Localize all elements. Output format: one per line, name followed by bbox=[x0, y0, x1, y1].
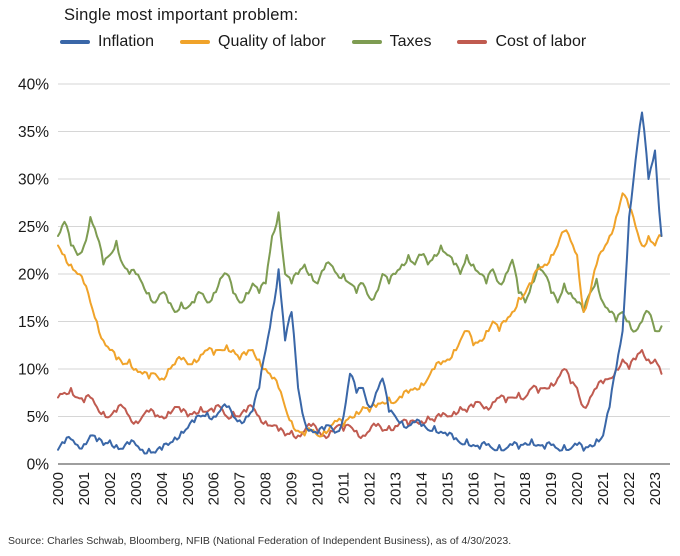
x-tick-label: 2021 bbox=[595, 472, 612, 505]
x-tick-label: 2011 bbox=[336, 472, 353, 504]
legend-line-swatch bbox=[180, 40, 211, 44]
y-tick-label: 10% bbox=[18, 361, 49, 378]
chart-title: Single most important problem: bbox=[64, 6, 299, 24]
x-tick-label: 2008 bbox=[258, 472, 275, 505]
legend-line-swatch bbox=[457, 40, 488, 44]
x-tick-label: 2016 bbox=[465, 472, 482, 505]
y-tick-label: 30% bbox=[18, 171, 49, 188]
x-tick-label: 2022 bbox=[621, 472, 638, 505]
series-line-inflation bbox=[57, 111, 663, 455]
x-tick-label: 2010 bbox=[310, 472, 327, 505]
y-tick-label: 0% bbox=[27, 456, 50, 473]
x-tick-label: 2001 bbox=[76, 472, 93, 505]
x-tick-label: 2020 bbox=[569, 472, 586, 505]
y-tick-label: 15% bbox=[18, 314, 49, 331]
y-tick-label: 35% bbox=[18, 124, 49, 141]
series-line-quality-of-labor bbox=[57, 192, 663, 438]
x-tick-label: 2015 bbox=[439, 472, 456, 505]
y-tick-label: 40% bbox=[18, 76, 49, 93]
x-tick-label: 2000 bbox=[50, 472, 67, 505]
y-tick-label: 25% bbox=[18, 219, 49, 236]
x-tick-label: 2003 bbox=[128, 472, 145, 505]
legend-label: Quality of labor bbox=[218, 33, 326, 50]
legend-line-swatch bbox=[351, 40, 382, 44]
y-tick-label: 20% bbox=[18, 266, 49, 283]
legend-label: Inflation bbox=[98, 33, 155, 50]
legend-item-quality-of-labor: Quality of labor bbox=[180, 33, 326, 51]
x-tick-label: 2012 bbox=[362, 472, 379, 505]
series-line-taxes bbox=[57, 211, 663, 333]
x-tick-label: 2006 bbox=[206, 472, 223, 505]
chart-plot: 0% 5% 10% 15% 20% 25% 30% 35% 40% 2000 2001 2002 200… bbox=[18, 76, 670, 505]
x-tick-label: 2017 bbox=[491, 472, 508, 505]
series-line-cost-of-labor bbox=[57, 349, 663, 440]
x-tick-label: 2018 bbox=[517, 472, 534, 505]
x-tick-label: 2023 bbox=[647, 472, 664, 505]
legend-line-swatch bbox=[60, 40, 90, 44]
x-tick-label: 2013 bbox=[387, 472, 404, 505]
y-tick-label: 5% bbox=[27, 409, 50, 426]
x-tick-label: 2004 bbox=[154, 472, 171, 505]
legend-label: Cost of labor bbox=[495, 33, 587, 50]
source-note: Source: Charles Schwab, Bloomberg, NFIB … bbox=[8, 535, 512, 547]
legend-label: Taxes bbox=[389, 33, 432, 50]
x-tick-label: 2014 bbox=[413, 472, 430, 505]
legend-item-taxes: Taxes bbox=[351, 33, 432, 51]
x-tick-label: 2002 bbox=[102, 472, 119, 505]
legend-item-cost-of-labor: Cost of labor bbox=[457, 33, 586, 51]
legend: Inflation Quality of labor Taxes Cost of la… bbox=[60, 33, 586, 51]
x-tick-label: 2005 bbox=[180, 472, 197, 505]
legend-item-inflation: Inflation bbox=[60, 33, 154, 51]
x-tick-label: 2007 bbox=[232, 472, 249, 505]
x-tick-label: 2009 bbox=[284, 472, 301, 505]
x-tick-label: 2019 bbox=[543, 472, 560, 505]
